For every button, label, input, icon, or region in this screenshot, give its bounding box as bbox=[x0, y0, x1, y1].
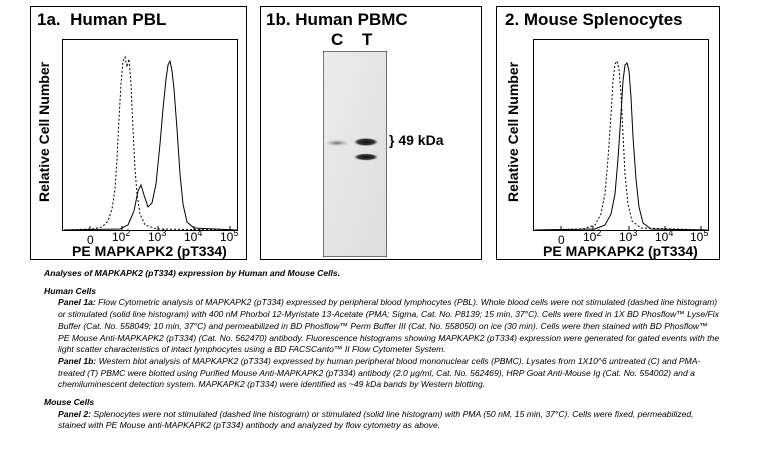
panel-2-x-tick-2: 103 bbox=[619, 228, 638, 244]
panel-1a-description-label: Panel 1a: bbox=[58, 297, 96, 308]
panel-1b-description-text: Western blot analysis of MAPKAPK2 (pT334… bbox=[58, 355, 701, 390]
panel-2-mouse-splenocytes: 2. Mouse Splenocytes Relative Cell Numbe… bbox=[496, 6, 720, 260]
panel-2-x-tick-4: 105 bbox=[690, 228, 709, 244]
lane-t-lower-49kda-band bbox=[354, 153, 378, 161]
panel-1a-title: 1a. Human PBL bbox=[37, 10, 167, 29]
lane-t-upper-49kda-band bbox=[354, 138, 378, 146]
human-cells-heading: Human Cells bbox=[44, 285, 97, 296]
panel-1a-histogram bbox=[62, 39, 238, 231]
panel-2-x-axis-label: PE MAPKAPK2 (pT334) bbox=[543, 243, 698, 259]
panel-2-x-tick-3: 104 bbox=[655, 228, 674, 244]
panel-1a-human-pbl: 1a. Human PBL Relative Cell Number 0 102… bbox=[30, 6, 247, 260]
caption-heading: Analyses of MAPKAPK2 (pT334) expression … bbox=[44, 268, 341, 278]
panel-2-description: Panel 2: Splenocytes were not stimulated… bbox=[44, 409, 720, 432]
panel-1a-unstimulated-dashed-line bbox=[63, 55, 237, 231]
panel-1a-y-axis-label: Relative Cell Number bbox=[36, 61, 52, 202]
panel-2-description-label: Panel 2: bbox=[58, 408, 91, 419]
panel-1a-x-tick-2: 103 bbox=[148, 228, 167, 244]
panel-1a-description-text: Flow Cytometric analysis of MAPKAPK2 (pT… bbox=[58, 297, 720, 355]
panel-1a-x-axis-label: PE MAPKAPK2 (pT334) bbox=[72, 243, 227, 259]
panel-1b-description: Panel 1b: Western blot analysis of MAPKA… bbox=[44, 356, 720, 391]
lane-c-label: C bbox=[331, 30, 344, 49]
panel-2-y-axis-label: Relative Cell Number bbox=[505, 61, 521, 202]
panel-1a-x-tick-1: 102 bbox=[112, 228, 131, 244]
lane-c-49kda-band bbox=[326, 140, 348, 146]
49kda-band-label: } 49 kDa bbox=[389, 132, 444, 148]
panel-2-histogram bbox=[533, 39, 709, 231]
figure-caption: Analyses of MAPKAPK2 (pT334) expression … bbox=[44, 268, 720, 432]
panel-1b-western-blot: 1b. Human PBMC C T } 49 kDa bbox=[260, 6, 482, 260]
panel-1a-x-tick-0: 0 bbox=[87, 233, 94, 247]
panel-2-x-tick-1: 102 bbox=[583, 228, 602, 244]
panel-2-description-text: Splenocytes were not stimulated (dashed … bbox=[58, 408, 694, 431]
panel-1a-description: Panel 1a: Flow Cytometric analysis of MA… bbox=[44, 297, 720, 356]
lane-t-label: T bbox=[362, 30, 373, 49]
panel-1b-title: 1b. Human PBMC bbox=[266, 10, 408, 29]
panel-2-stimulated-solid-line bbox=[534, 62, 708, 231]
mouse-cells-heading: Mouse Cells bbox=[44, 397, 95, 408]
panel-1a-x-tick-4: 105 bbox=[220, 228, 239, 244]
western-blot-image bbox=[323, 51, 387, 257]
panel-1a-x-tick-3: 104 bbox=[184, 228, 203, 244]
panel-1a-stimulated-solid-line bbox=[63, 59, 237, 231]
panel-2-unstimulated-dashed-line bbox=[534, 59, 708, 231]
panel-2-x-tick-0: 0 bbox=[558, 233, 565, 247]
panel-1b-description-label: Panel 1b: bbox=[58, 355, 97, 366]
panel-2-title: 2. Mouse Splenocytes bbox=[505, 10, 683, 29]
